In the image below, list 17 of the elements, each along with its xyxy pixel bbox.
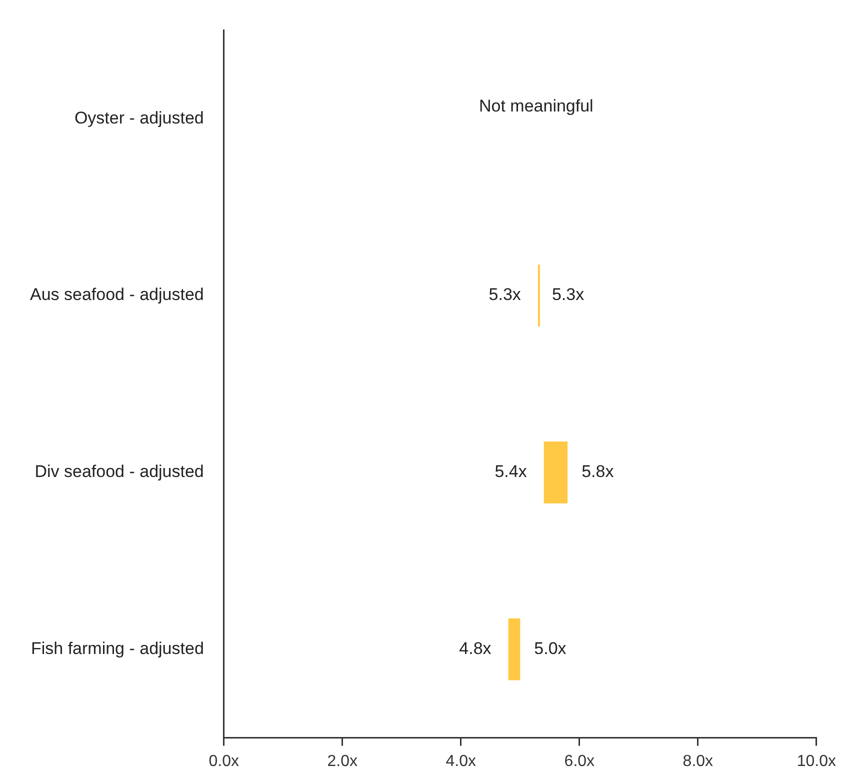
annotation: 5.3x — [552, 285, 585, 304]
x-tick-label: 2.0x — [327, 752, 358, 770]
y-tick-label: Div seafood - adjusted — [34, 462, 204, 482]
x-tick-label: 10.0x — [796, 752, 836, 770]
annotation: 5.8x — [582, 462, 614, 482]
x-tick-label: 0.0x — [208, 752, 240, 770]
annotation: 5.3x — [488, 285, 522, 304]
annotation: 5.4x — [494, 462, 528, 482]
x-tick-label: 8.0x — [682, 752, 714, 770]
y-tick-label: Fish farming - adjusted — [30, 639, 204, 658]
annotation: 5.0x — [534, 639, 567, 658]
annotation: 4.8x — [459, 639, 492, 658]
x-tick-label: 6.0x — [564, 752, 595, 770]
x-tick-label: 4.0x — [446, 752, 476, 770]
y-tick-label: Aus seafood - adjusted — [30, 285, 204, 304]
annotation: Not meaningful — [478, 96, 594, 116]
y-tick-label: Oyster - adjusted — [74, 108, 204, 128]
